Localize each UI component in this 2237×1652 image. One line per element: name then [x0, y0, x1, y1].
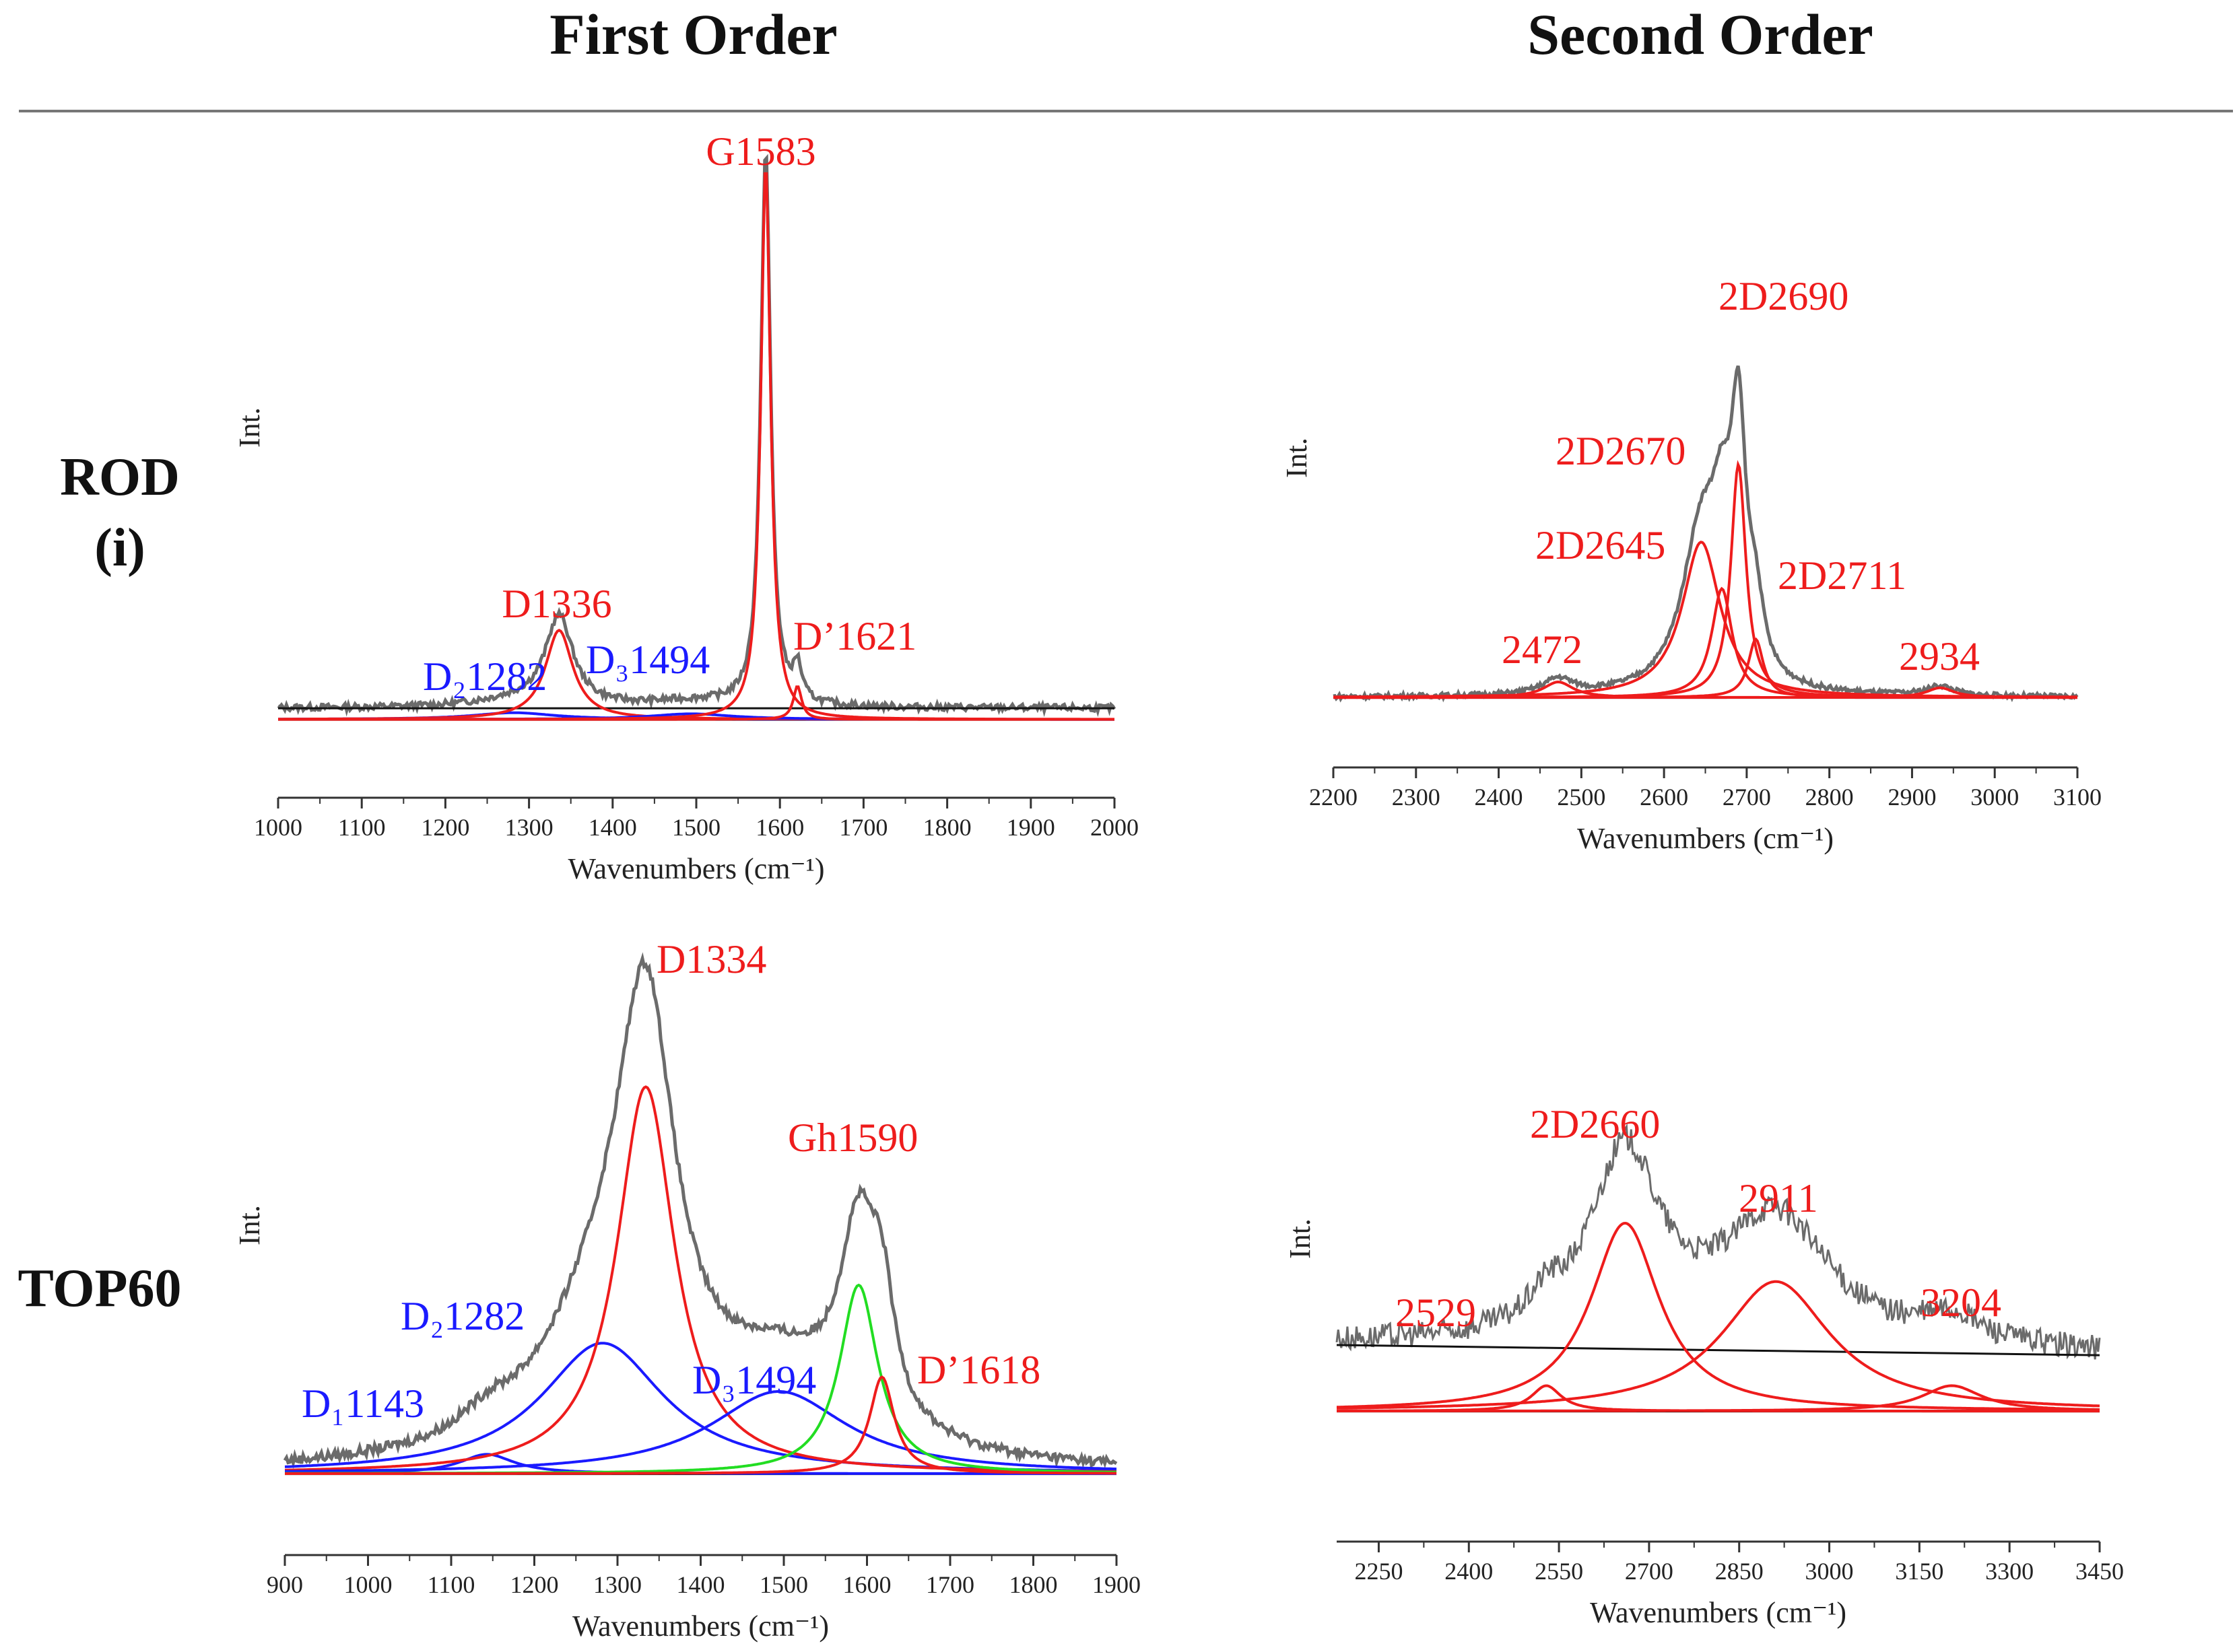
x-axis-label: Wavenumbers (cm⁻¹) [1577, 822, 1834, 855]
x-tick-label: 2800 [1805, 784, 1854, 811]
x-tick-label: 1800 [1009, 1571, 1058, 1598]
x-tick-label: 1900 [1007, 814, 1055, 841]
fit-peak-2D2660 [1337, 1221, 2100, 1411]
x-tick-label: 3300 [1985, 1558, 2034, 1585]
peak-label: D₃1494 [692, 1358, 816, 1402]
peak-label: 2472 [1502, 627, 1582, 672]
x-tick-label: 1100 [338, 814, 386, 841]
x-tick-label: 900 [267, 1571, 303, 1598]
peak-label: 2934 [1899, 634, 1980, 679]
x-tick-label: 1900 [1092, 1571, 1141, 1598]
x-tick-label: 1600 [756, 814, 804, 841]
x-tick-label: 2400 [1444, 1558, 1493, 1585]
peak-label: D₁1143 [302, 1381, 424, 1426]
x-tick-label: 1200 [421, 814, 469, 841]
peak-label: D1334 [657, 937, 766, 982]
measured-spectrum [283, 952, 1118, 1470]
y-axis-label: Int. [1280, 438, 1313, 478]
fit-peak-D [284, 1085, 1116, 1473]
x-tick-label: 2250 [1354, 1558, 1403, 1585]
x-tick-label: 2850 [1715, 1558, 1764, 1585]
offset-baseline [1336, 1344, 2100, 1356]
peak-label: 2D2660 [1530, 1102, 1660, 1146]
x-tick-label: 3150 [1895, 1558, 1943, 1585]
x-tick-label: 2000 [1090, 814, 1139, 841]
peak-label: D₂1282 [423, 654, 547, 699]
fit-peak-2911 [1336, 1280, 2100, 1410]
peak-label: 3204 [1921, 1280, 2001, 1325]
y-axis-label: Int. [233, 407, 266, 448]
x-tick-label: 1400 [589, 814, 637, 841]
peak-label: 2D2645 [1535, 523, 1665, 567]
x-tick-label: 2700 [1625, 1558, 1673, 1585]
x-axis-label: Wavenumbers (cm⁻¹) [572, 1610, 829, 1643]
x-tick-label: 2900 [1888, 784, 1936, 811]
peak-label: 2D2711 [1778, 553, 1906, 598]
x-tick-label: 1600 [843, 1571, 892, 1598]
fit-peak-D [278, 685, 1114, 721]
y-axis-label: Int. [1283, 1218, 1316, 1259]
x-tick-label: 2550 [1535, 1558, 1583, 1585]
x-tick-label: 1100 [428, 1571, 475, 1598]
peak-label: D₂1282 [401, 1294, 525, 1338]
x-tick-label: 2500 [1557, 784, 1605, 811]
measured-spectrum [277, 153, 1116, 718]
chart-top60-second-order: 2529 2D2660 2911 3204 2250 2400 2550 2700 2850 30… [1283, 1102, 2124, 1629]
x-axis-label: Wavenumbers (cm⁻¹) [568, 852, 824, 885]
x-tick-label: 2400 [1475, 784, 1523, 811]
x-tick-label: 3100 [2053, 784, 2102, 811]
fit-peak-D [285, 1375, 1116, 1475]
x-tick-label: 1200 [510, 1571, 559, 1598]
row-label-rod: ROD [60, 448, 180, 507]
fit-peak-3204 [1337, 1384, 2100, 1412]
x-tick-label: 3000 [1970, 784, 2019, 811]
peak-label: D’1621 [793, 614, 916, 658]
peak-label: 2529 [1395, 1290, 1476, 1335]
peak-label: 2D2690 [1718, 274, 1848, 318]
chart-top60-first-order: D₁1143 D₂1282 D1334 D₃1494 Gh1590 D’1618 900 10… [233, 937, 1141, 1643]
peak-label: Gh1590 [788, 1115, 918, 1160]
x-tick-label: 1500 [672, 814, 721, 841]
x-tick-label: 3450 [2075, 1558, 2124, 1585]
x-tick-label: 1300 [505, 814, 554, 841]
header-first-order: First Order [549, 2, 837, 67]
peak-label: 2D2670 [1556, 429, 1685, 473]
x-tick-label: 1000 [254, 814, 302, 841]
x-tick-label: 2700 [1723, 784, 1771, 811]
x-tick-label: 1500 [760, 1571, 808, 1598]
row-label-top60: TOP60 [18, 1259, 181, 1318]
x-tick-label: 2600 [1640, 784, 1688, 811]
peak-label: G1583 [706, 129, 815, 174]
x-tick-label: 1000 [344, 1571, 393, 1598]
y-axis-label: Int. [233, 1205, 266, 1245]
x-tick-label: 1700 [839, 814, 888, 841]
x-tick-label: 2300 [1392, 784, 1440, 811]
measured-spectrum [1335, 1123, 2101, 1360]
peak-label: D’1618 [917, 1348, 1040, 1392]
fit-peak-D3 [285, 1390, 1117, 1473]
chart-rod-first-order: D₂1282 D1336 D₃1494 G1583 D’1621 1000 1100 1200… [233, 129, 1139, 885]
row-label-rod-sub: (i) [94, 518, 145, 578]
x-tick-label: 1300 [593, 1571, 642, 1598]
x-tick-label: 3000 [1805, 1558, 1854, 1585]
x-axis-label: Wavenumbers (cm⁻¹) [1590, 1596, 1846, 1629]
peak-label: D1336 [502, 582, 611, 626]
fit-peak-2934 [1333, 686, 2077, 699]
peak-label: 2911 [1739, 1176, 1818, 1220]
header-second-order: Second Order [1527, 2, 1873, 67]
x-tick-label: 1700 [926, 1571, 974, 1598]
x-tick-label: 1800 [923, 814, 972, 841]
chart-rod-second-order: 2472 2D2645 2D2670 2D2690 2D2711 2934 2200 2300… [1280, 274, 2102, 855]
x-tick-label: 2200 [1309, 784, 1358, 811]
x-tick-label: 1400 [677, 1571, 725, 1598]
peak-label: D₃1494 [586, 638, 710, 682]
